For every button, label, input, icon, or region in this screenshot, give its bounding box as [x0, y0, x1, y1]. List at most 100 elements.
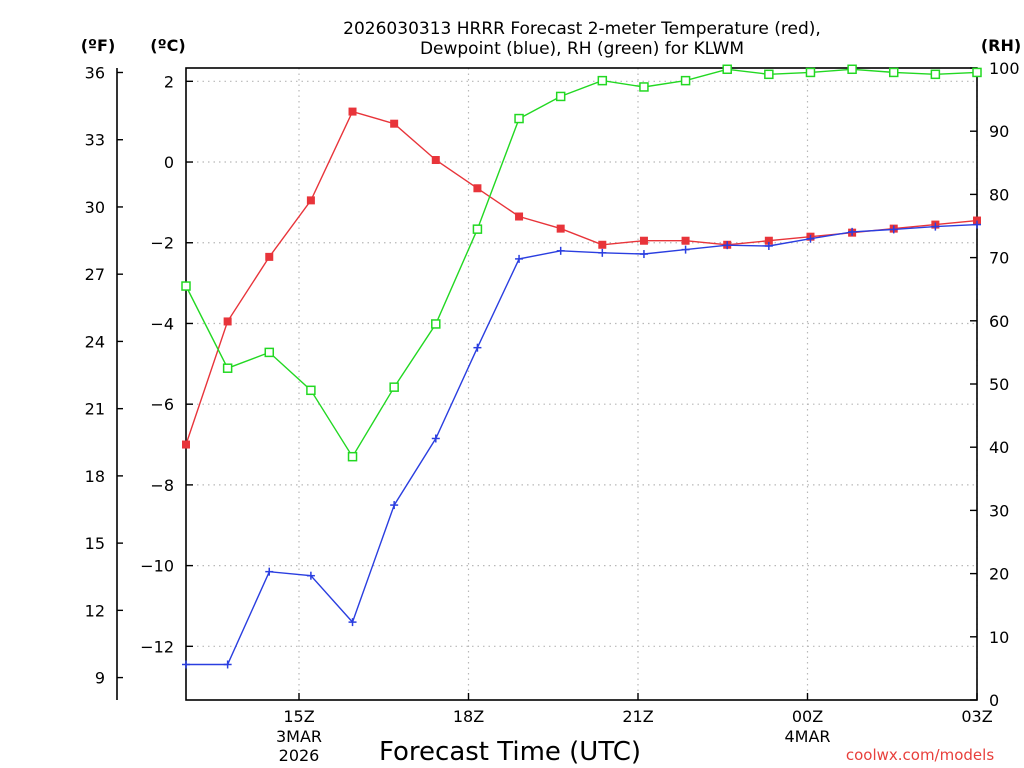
dewpoint-marker [889, 225, 898, 234]
temperature-marker [681, 236, 690, 245]
c-tick-label: −12 [140, 637, 174, 656]
rh-marker [680, 75, 691, 86]
rh-tick-label: 40 [989, 438, 1009, 457]
c-tick-label: 2 [164, 72, 174, 91]
temperature-marker [431, 156, 440, 165]
temperature-marker [515, 212, 524, 221]
rh-marker [264, 347, 275, 358]
c-tick-label: −2 [150, 234, 174, 253]
series-layer [181, 64, 982, 669]
rh-tick-label: 30 [989, 501, 1009, 520]
temperature-marker [265, 252, 274, 261]
temperature-marker [182, 440, 190, 449]
rh-marker [597, 75, 608, 86]
c-tick-label: −4 [150, 314, 174, 333]
rh-marker [181, 281, 191, 291]
rh-marker [888, 67, 899, 78]
unit-label-fahrenheit: (ºF) [81, 36, 116, 55]
dewpoint-marker [639, 250, 648, 259]
rh-tick-label: 100 [989, 59, 1020, 78]
c-tick-label: −10 [140, 557, 174, 576]
f-tick-label: 21 [85, 400, 105, 419]
temperature-marker [764, 236, 773, 245]
rh-tick-label: 20 [989, 565, 1009, 584]
temperature-marker [473, 184, 482, 193]
rh-tick-label: 10 [989, 628, 1009, 647]
dewpoint-marker [265, 567, 274, 576]
dewpoint-marker [306, 571, 315, 580]
c-tick-label: −6 [150, 395, 174, 414]
rh-marker [514, 113, 524, 124]
x-date-label: 3MAR [276, 727, 322, 746]
f-tick-label: 27 [85, 265, 105, 284]
rh-marker [347, 451, 358, 462]
c-tick-label: 0 [164, 153, 174, 172]
rh-tick-label: 60 [989, 312, 1009, 331]
f-tick-label: 24 [85, 332, 105, 351]
dewpoint-marker [806, 234, 815, 243]
dewpoint-marker [848, 227, 857, 236]
rh-marker [555, 91, 566, 102]
rh-marker [306, 385, 316, 396]
dewpoint-marker [723, 241, 732, 250]
x-tick-label: 18Z [453, 707, 484, 726]
dewpoint-marker [473, 343, 482, 352]
rh-tick-label: 80 [989, 185, 1009, 204]
rh-marker [764, 69, 774, 80]
axes: 363330272421181512920−2−4−6−8−10−1210090… [85, 59, 1020, 765]
rh-tick-label: 0 [989, 691, 999, 710]
rh-tick-label: 70 [989, 249, 1009, 268]
dewpoint-marker [556, 246, 565, 255]
gridlines [186, 68, 978, 700]
f-tick-label: 9 [95, 669, 105, 688]
rh-marker [431, 319, 441, 329]
x-date-label: 2026 [279, 746, 320, 765]
x-tick-label: 21Z [622, 707, 653, 726]
unit-label-rh: (RH) [981, 36, 1021, 55]
rh-tick-label: 90 [989, 122, 1009, 141]
rh-marker [722, 64, 732, 75]
x-date-label: 4MAR [784, 727, 830, 746]
dewpoint-marker [973, 220, 981, 229]
f-tick-label: 18 [85, 467, 105, 486]
temperature-marker [556, 224, 565, 233]
temperature-marker [348, 107, 357, 116]
temperature-marker [639, 236, 648, 245]
dewpoint-marker [598, 248, 607, 257]
rh-marker [930, 69, 941, 80]
f-tick-label: 36 [85, 63, 105, 82]
temperature-marker [973, 216, 981, 225]
x-tick-label: 03Z [961, 707, 992, 726]
rh-marker [222, 363, 233, 373]
rh-marker [847, 64, 857, 75]
f-tick-label: 15 [85, 534, 105, 553]
dewpoint-marker [348, 618, 357, 627]
temperature-marker [598, 240, 607, 249]
chart-title-line-1: 2026030313 HRRR Forecast 2-meter Tempera… [343, 19, 821, 39]
dewpoint-marker [681, 245, 690, 254]
temperature-marker [223, 317, 232, 326]
dewpoint-marker [515, 254, 524, 263]
credit-text: coolwx.com/models [846, 746, 994, 764]
dewpoint-marker [431, 434, 440, 443]
x-tick-label: 15Z [283, 707, 314, 726]
dewpoint-marker [182, 660, 190, 669]
x-axis-title: Forecast Time (UTC) [379, 737, 641, 767]
rh-marker [972, 67, 982, 78]
dewpoint-marker [223, 660, 232, 669]
x-tick-label: 00Z [792, 707, 823, 726]
rh-marker [639, 82, 649, 92]
f-tick-label: 12 [85, 601, 105, 620]
unit-label-celsius: (ºC) [150, 36, 185, 55]
dewpoint-marker [764, 241, 773, 250]
dewpoint-marker [931, 222, 940, 231]
dewpoint-line [186, 223, 978, 666]
temperature-marker [306, 196, 315, 205]
rh-marker [472, 224, 483, 234]
rh-tick-label: 50 [989, 375, 1009, 394]
f-tick-label: 30 [85, 198, 105, 217]
f-tick-label: 33 [85, 131, 105, 150]
rh-line [185, 68, 978, 459]
temperature-marker [390, 119, 399, 128]
